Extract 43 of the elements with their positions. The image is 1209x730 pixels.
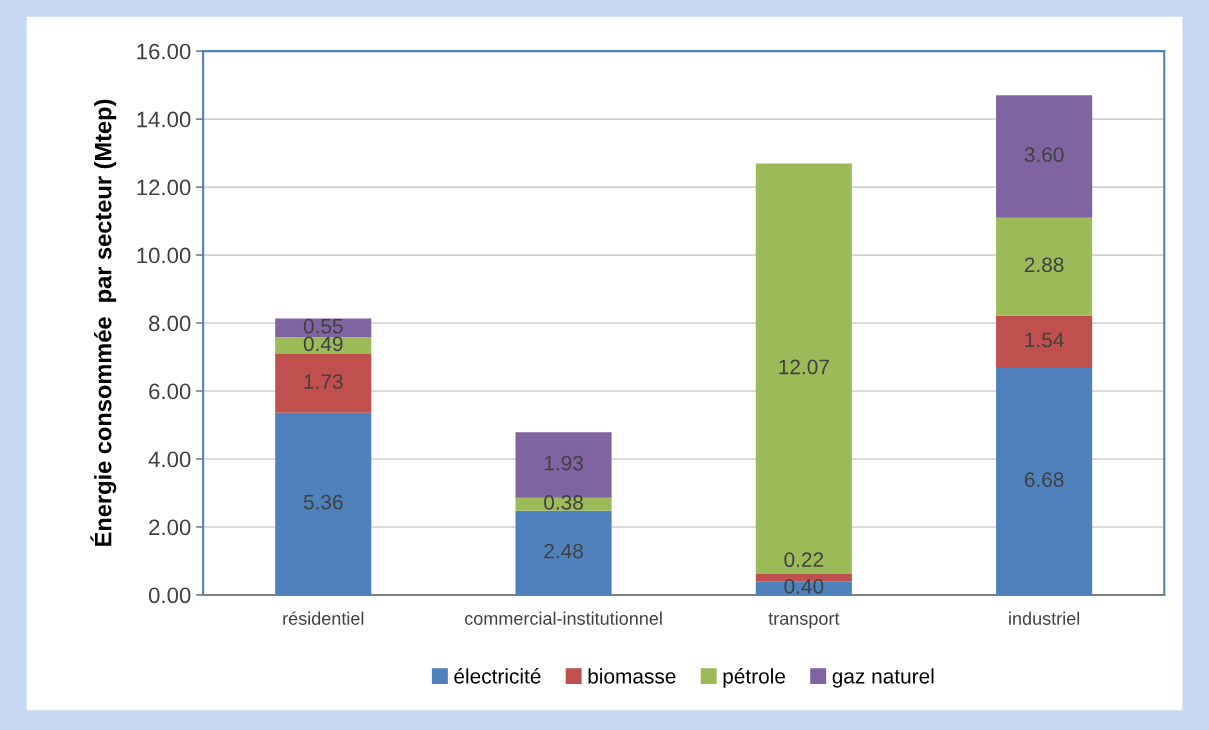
data-label: 5.36 [303, 494, 343, 510]
legend-label: gaz naturel [832, 668, 934, 688]
y-tick-label: 8.00 [149, 315, 191, 332]
y-tick-label: 14.00 [137, 111, 191, 128]
bar [515, 497, 612, 511]
data-label: 0.38 [544, 495, 583, 510]
data-label: 3.60 [1024, 147, 1064, 163]
y-tick-label: 12.00 [137, 179, 191, 196]
data-label: 0.22 [784, 552, 824, 568]
data-label: 12.07 [779, 359, 829, 375]
bar [275, 337, 372, 354]
y-tick-label: 4.00 [148, 451, 191, 468]
legend-label: électricité [454, 668, 541, 684]
bar [515, 510, 612, 595]
bar [996, 217, 1093, 316]
y-tick-label: 6.00 [149, 383, 191, 400]
x-tick-label: industriel [1009, 611, 1080, 625]
legend-label: pétrole [723, 668, 785, 688]
data-label: 1.93 [544, 455, 583, 471]
data-label: 0.55 [303, 318, 343, 334]
data-label: 1.54 [1025, 332, 1064, 348]
x-tick-label: résidentiel [283, 611, 364, 625]
data-label: 1.73 [304, 374, 343, 389]
bar [755, 163, 852, 574]
y-tick-label: 2.00 [149, 519, 191, 536]
y-tick-label: 16.00 [137, 43, 191, 60]
data-label: 6.68 [1024, 472, 1064, 488]
bar [996, 315, 1093, 368]
x-tick-label: commercial-institutionnel [464, 611, 662, 625]
data-label: 0.40 [784, 578, 824, 594]
data-label: 2.48 [544, 543, 583, 559]
y-axis-title: Énergie consommée par secteur (Mtep) [90, 99, 117, 546]
bar [275, 353, 372, 413]
data-label: 2.88 [1024, 257, 1064, 273]
data-label: 0.49 [303, 336, 343, 352]
y-tick-label: 10.00 [137, 247, 191, 264]
legend-label: biomasse [588, 668, 676, 684]
bar [275, 412, 372, 595]
bar [996, 95, 1093, 218]
x-tick-label: transport [768, 613, 840, 629]
bar [755, 581, 852, 595]
y-tick-label: 0.00 [148, 587, 191, 604]
bar [996, 367, 1093, 595]
